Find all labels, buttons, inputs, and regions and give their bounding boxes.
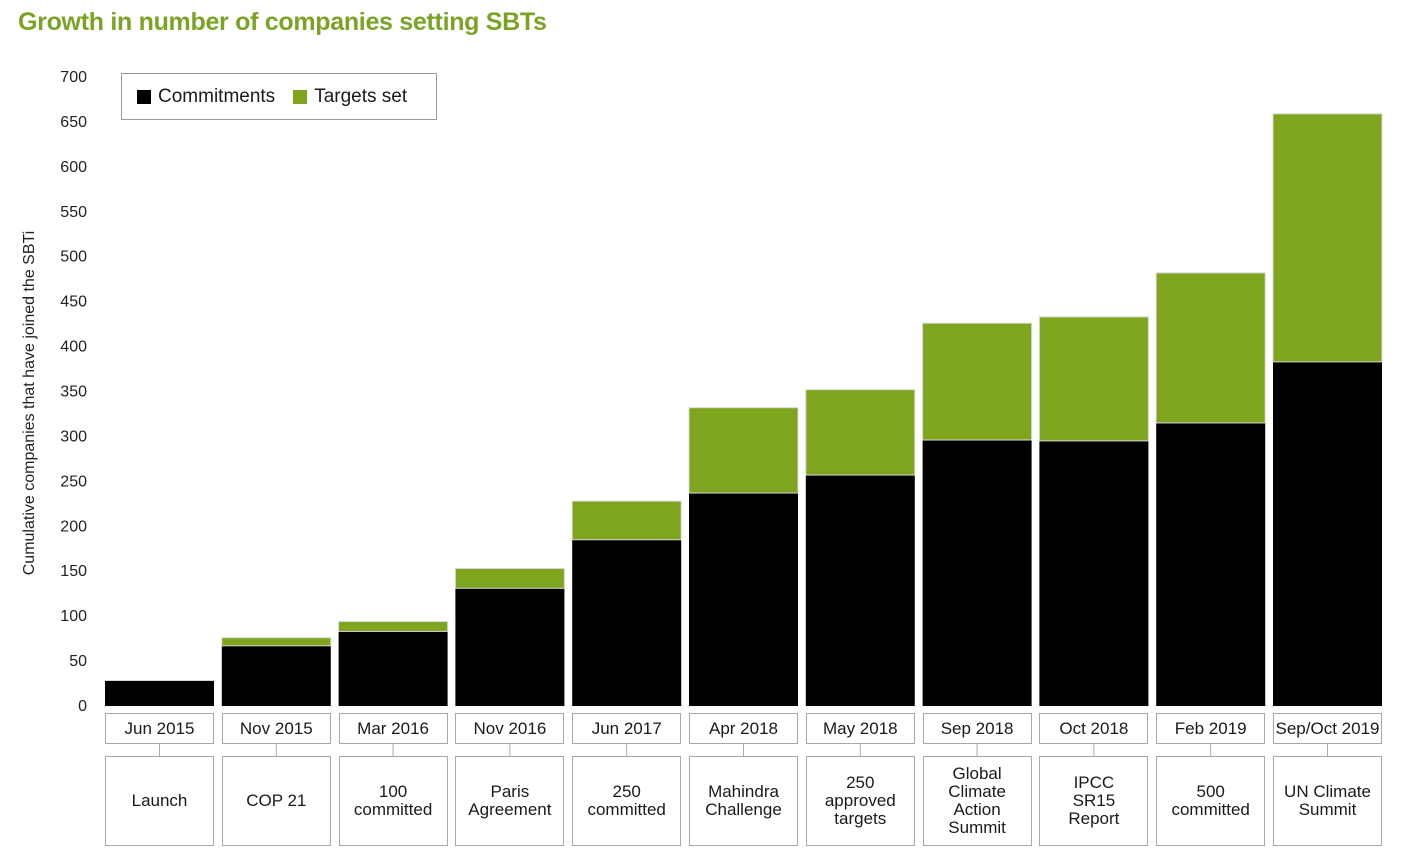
y-tick-label: 450 [60, 294, 87, 311]
event-label-text: COP 21 [246, 791, 307, 810]
bar-commitments [455, 588, 565, 706]
bar-commitments [922, 440, 1032, 706]
legend-item-targets-set: Targets set [293, 86, 407, 108]
chart-legend: Commitments Targets set [121, 73, 437, 120]
bar-commitments [105, 680, 214, 706]
event-label-text: Mahindra Challenge [705, 782, 782, 819]
event-label: Mahindra Challenge [689, 756, 798, 846]
event-label-text: IPCC SR15 Report [1068, 773, 1120, 828]
bar-commitments [572, 539, 682, 706]
event-label: IPCC SR15 Report [1039, 756, 1149, 846]
legend-label-commitments: Commitments [158, 85, 276, 107]
y-tick-label: 650 [60, 114, 87, 131]
y-tick-label: 0 [78, 698, 87, 715]
bar-targets-set [571, 500, 682, 541]
legend-item-commitments: Commitments [137, 86, 275, 108]
bar-commitments [1156, 422, 1266, 706]
bar-commitments [1039, 440, 1149, 706]
event-label-text: Paris Agreement [468, 782, 552, 819]
legend-swatch-commitments [137, 89, 151, 104]
event-label: 250 committed [572, 756, 682, 846]
date-label: Jun 2017 [572, 713, 682, 744]
event-label: Paris Agreement [455, 756, 565, 846]
bar-targets-set [221, 637, 332, 647]
bars [105, 113, 1383, 706]
date-label: Nov 2015 [221, 713, 331, 744]
date-label: Oct 2018 [1039, 713, 1149, 744]
y-tick-label: 700 [60, 69, 87, 86]
event-label: UN Climate Summit [1273, 756, 1382, 846]
y-tick-label: 600 [60, 159, 87, 176]
y-tick-label: 300 [60, 428, 87, 445]
y-tick-label: 50 [69, 653, 87, 670]
event-label-text: 250 approved targets [824, 773, 896, 828]
event-label-text: 500 committed [1171, 782, 1250, 819]
date-label: May 2018 [805, 713, 915, 744]
bar-targets-set [688, 407, 799, 494]
event-label: Global Climate Action Summit [922, 756, 1032, 846]
legend-swatch-targets-set [293, 89, 308, 104]
event-label: 500 committed [1156, 756, 1266, 846]
event-label-text: Launch [131, 791, 188, 810]
date-label: Jun 2015 [105, 713, 214, 744]
y-tick-label: 250 [60, 473, 87, 490]
event-label: COP 21 [221, 756, 331, 846]
y-tick-label: 400 [60, 339, 87, 356]
date-label: Nov 2016 [455, 713, 565, 744]
y-tick-label: 350 [60, 384, 87, 401]
bar-commitments [221, 645, 331, 706]
bar-commitments [1273, 361, 1382, 706]
date-label: Apr 2018 [689, 713, 798, 744]
bar-targets-set [805, 389, 916, 476]
bar-targets-set [922, 322, 1033, 441]
bar-targets-set [454, 568, 565, 589]
y-tick-label: 100 [60, 608, 87, 625]
bar-commitments [689, 493, 798, 706]
event-label: Launch [105, 756, 214, 846]
chart-title: Growth in number of companies setting SB… [18, 8, 547, 36]
event-label-text: Global Climate Action Summit [948, 764, 1006, 837]
bar-targets-set [1155, 272, 1266, 424]
event-label: 250 approved targets [805, 756, 915, 846]
event-label-text: 250 committed [587, 782, 666, 819]
bar-targets-set [338, 621, 449, 632]
y-tick-label: 500 [60, 249, 87, 266]
bar-commitments [338, 631, 448, 706]
legend-label-targets-set: Targets set [314, 85, 408, 107]
y-axis-ticks: 0 50 100 150 200 250 300 350 400 450 500 550 600 650 7… [60, 69, 87, 715]
bar-targets-set [1038, 316, 1149, 442]
date-label: Sep 2018 [922, 713, 1032, 744]
date-label: Mar 2016 [338, 713, 448, 744]
date-label: Sep/Oct 2019 [1273, 713, 1382, 744]
y-tick-label: 150 [60, 563, 87, 580]
y-tick-label: 200 [60, 518, 87, 535]
event-label: 100 committed [338, 756, 448, 846]
event-label-text: 100 committed [353, 782, 433, 819]
bar-commitments [805, 475, 915, 706]
y-tick-label: 550 [60, 204, 87, 221]
event-label-text: UN Climate Summit [1284, 782, 1371, 819]
bar-targets-set [1272, 113, 1383, 363]
connectors [159, 744, 1328, 756]
date-label: Feb 2019 [1156, 713, 1266, 744]
